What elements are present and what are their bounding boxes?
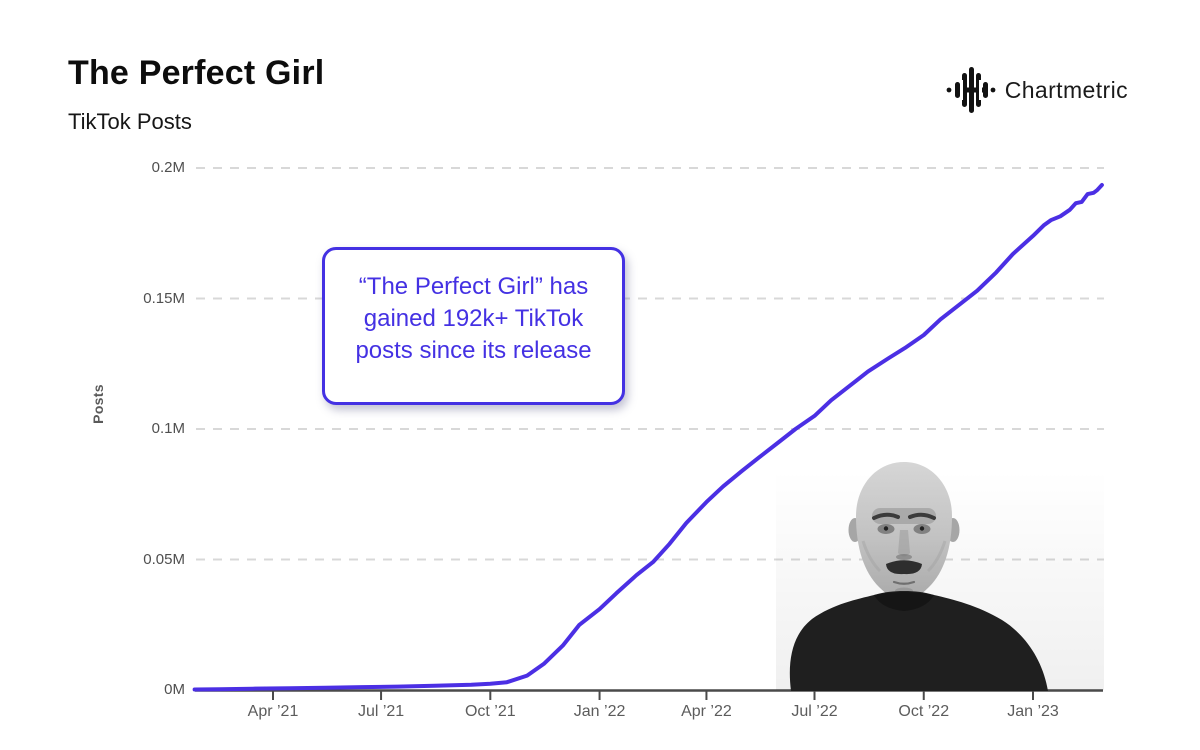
chartmetric-logo: Chartmetric (946, 66, 1128, 114)
x-tick-label: Jul ’22 (791, 703, 838, 720)
x-tick-label: Oct ’22 (898, 703, 950, 720)
annotation-line-3: posts since its release (355, 337, 592, 364)
y-tick-label: 0.2M (151, 159, 185, 176)
x-tick-label: Apr ’22 (681, 703, 732, 720)
annotation-line-2: gained 192k+ TikTok (363, 305, 584, 332)
x-tick-label: Jul ’21 (357, 703, 405, 720)
y-tick-label: 0M (164, 681, 185, 698)
annotation-callout: “The Perfect Girl” has gained 192k+ TikT… (322, 247, 625, 405)
artist-photo (776, 462, 1104, 691)
waveform-icon (946, 67, 996, 113)
y-axis-title: Posts (89, 384, 106, 424)
page-subtitle: TikTok Posts (68, 109, 192, 134)
page-title: The Perfect Girl (68, 54, 325, 92)
y-tick-label: 0.05M (143, 550, 185, 568)
logo-text: Chartmetric (1004, 76, 1128, 103)
y-tick-label: 0.1M (151, 420, 185, 437)
x-tick-label: Apr ’21 (247, 703, 299, 720)
x-tick-label: Jan ’22 (573, 703, 626, 720)
x-tick-label: Jan ’23 (1007, 703, 1059, 720)
x-axis-ticks (272, 691, 1034, 700)
x-tick-label: Oct ’21 (464, 703, 516, 720)
y-tick-label: 0.15M (143, 289, 185, 307)
series-line (192, 183, 1104, 692)
annotation-line-1: “The Perfect Girl” has (358, 273, 589, 300)
